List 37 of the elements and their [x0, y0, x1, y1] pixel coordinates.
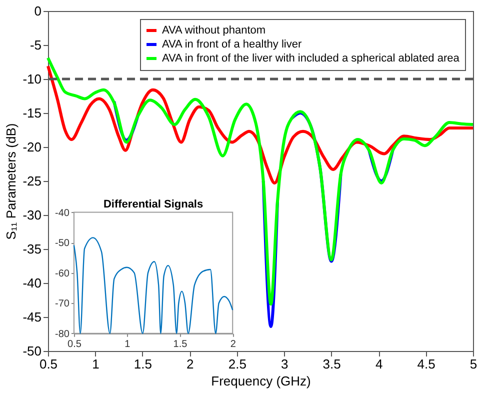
- x-tick-label: 0.5: [39, 356, 58, 372]
- x-tick-label: 5: [470, 356, 478, 372]
- y-tick-label: -40: [22, 276, 42, 290]
- x-tick-label: 3.5: [322, 356, 341, 372]
- y-tick-label: 0: [34, 4, 42, 18]
- legend-label: AVA in front of a healthy liver: [162, 38, 302, 50]
- x-tick-label: 1: [124, 338, 131, 350]
- x-axis-title: Frequency (GHz): [211, 374, 311, 388]
- y-tick-label: -50: [22, 344, 42, 358]
- legend-label: AVA in front of the liver with included a spherical ablated area: [162, 52, 460, 64]
- y-tick-label: -20: [22, 140, 42, 154]
- chart-title: Differential Signals: [103, 198, 204, 210]
- y-tick-label: -30: [22, 208, 42, 222]
- line-series: [73, 237, 234, 334]
- x-tick-label: 0.5: [68, 338, 82, 350]
- y-tick-label: -80: [55, 328, 70, 340]
- legend-label: AVA without phantom: [162, 24, 266, 36]
- x-tick-label: 2: [186, 356, 194, 372]
- y-tick-label: -25: [22, 174, 42, 188]
- y-tick-label: -45: [22, 310, 42, 324]
- x-tick-label: 4: [375, 356, 383, 372]
- x-tick-label: 1.5: [173, 338, 188, 350]
- y-tick-label: -50: [55, 238, 70, 250]
- x-tick-label: 3: [280, 356, 288, 372]
- y-tick-label: -40: [55, 208, 70, 219]
- x-tick-label: 4.5: [417, 356, 436, 372]
- y-tick-label: -15: [22, 106, 42, 120]
- y-tick-label: -5: [30, 38, 42, 52]
- y-tick-label: -60: [55, 268, 70, 280]
- y-tick-label: -70: [55, 298, 70, 310]
- x-tick-label: 2: [230, 338, 236, 350]
- x-tick-label: 1.5: [134, 356, 152, 372]
- y-tick-label: -35: [22, 242, 42, 256]
- x-tick-label: 2.5: [228, 356, 246, 372]
- x-tick-label: 1: [92, 356, 100, 372]
- y-tick-label: -10: [22, 72, 42, 86]
- y-axis-title: S₁₁ Parameters (dB): [4, 123, 19, 240]
